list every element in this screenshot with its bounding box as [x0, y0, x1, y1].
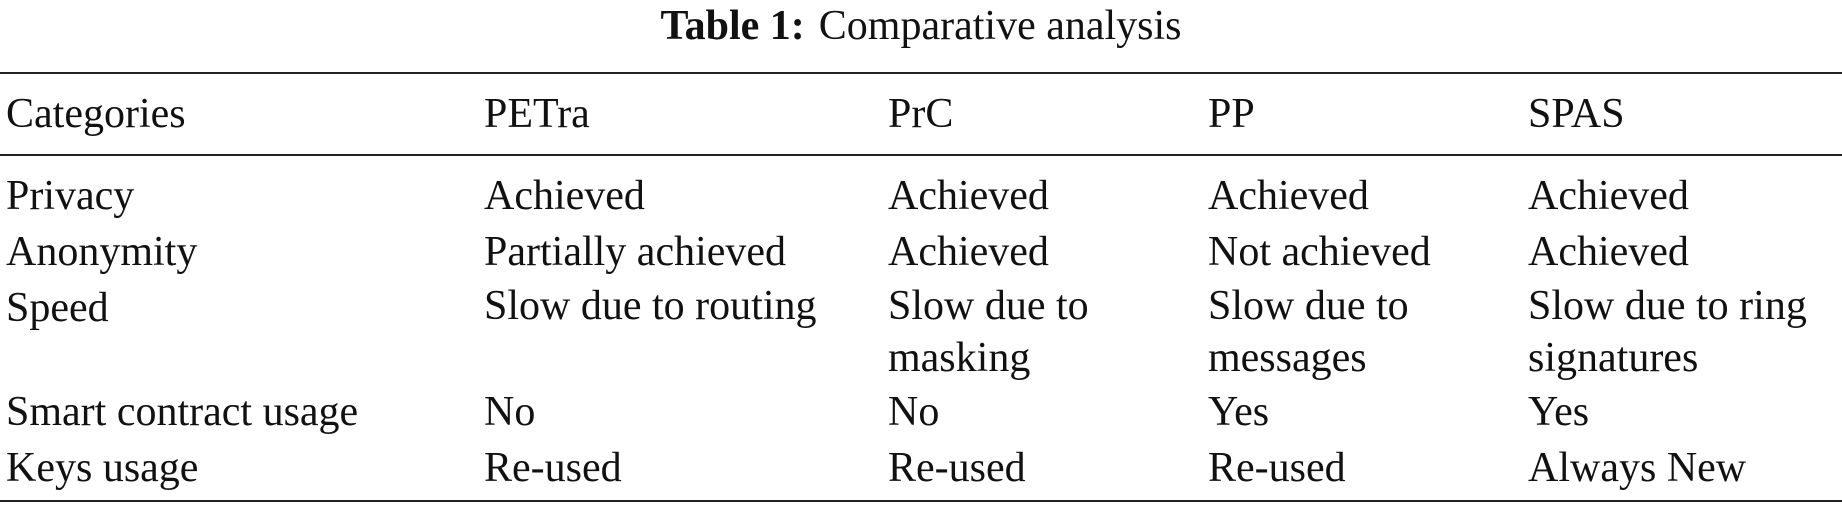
header-categories: Categories — [6, 91, 186, 137]
cell-prc: Re-used — [888, 445, 1026, 491]
table-row-keys-usage: Keys usage Re-used Re-used Re-used Alway… — [0, 440, 1842, 501]
table-row-privacy: Privacy Achieved Achieved Achieved Achie… — [0, 155, 1842, 224]
comparison-table: Categories PETra PrC PP SPAS Privacy Ach… — [0, 72, 1842, 502]
cell-pp: Not achieved — [1208, 229, 1431, 275]
cell-petra: No — [484, 389, 536, 435]
header-spas: SPAS — [1528, 91, 1625, 137]
comparison-table-container: Categories PETra PrC PP SPAS Privacy Ach… — [0, 72, 1842, 522]
header-prc: PrC — [888, 91, 954, 137]
cell-category: Privacy — [6, 173, 135, 219]
table-row-speed: Speed Slow due to routing Slow due to ma… — [0, 280, 1842, 384]
cell-petra: Achieved — [484, 173, 645, 219]
cell-category: Speed — [6, 285, 109, 331]
cell-pp: Achieved — [1208, 173, 1369, 219]
caption-title: Comparative analysis — [818, 3, 1182, 49]
cell-pp: Re-used — [1208, 445, 1346, 491]
header-pp: PP — [1208, 91, 1255, 137]
cell-prc: Slow due to masking — [888, 283, 1089, 381]
cell-spas: Achieved — [1528, 173, 1689, 219]
cell-prc: Achieved — [888, 173, 1049, 219]
cell-spas: Yes — [1528, 389, 1590, 435]
cell-prc: Achieved — [888, 229, 1049, 275]
header-petra: PETra — [484, 91, 590, 137]
cell-pp: Slow due to messages — [1208, 283, 1409, 381]
table-row-smart-contract-usage: Smart contract usage No No Yes Yes — [0, 384, 1842, 440]
table-header-row: Categories PETra PrC PP SPAS — [0, 73, 1842, 155]
cell-petra: Slow due to routing — [484, 283, 817, 329]
cell-petra: Partially achieved — [484, 229, 787, 275]
cell-prc: No — [888, 389, 940, 435]
cell-category: Keys usage — [6, 445, 199, 491]
cell-spas: Slow due to ring signatures — [1528, 283, 1807, 381]
cell-category: Anonymity — [6, 229, 198, 275]
cell-pp: Yes — [1208, 389, 1270, 435]
table-row-anonymity: Anonymity Partially achieved Achieved No… — [0, 224, 1842, 280]
cell-spas: Always New — [1528, 445, 1747, 491]
cell-category: Smart contract usage — [6, 389, 359, 435]
table-caption: Table 1: Comparative analysis — [0, 0, 1842, 52]
cell-petra: Re-used — [484, 445, 622, 491]
caption-label: Table 1: — [660, 3, 805, 49]
cell-spas: Achieved — [1528, 229, 1689, 275]
